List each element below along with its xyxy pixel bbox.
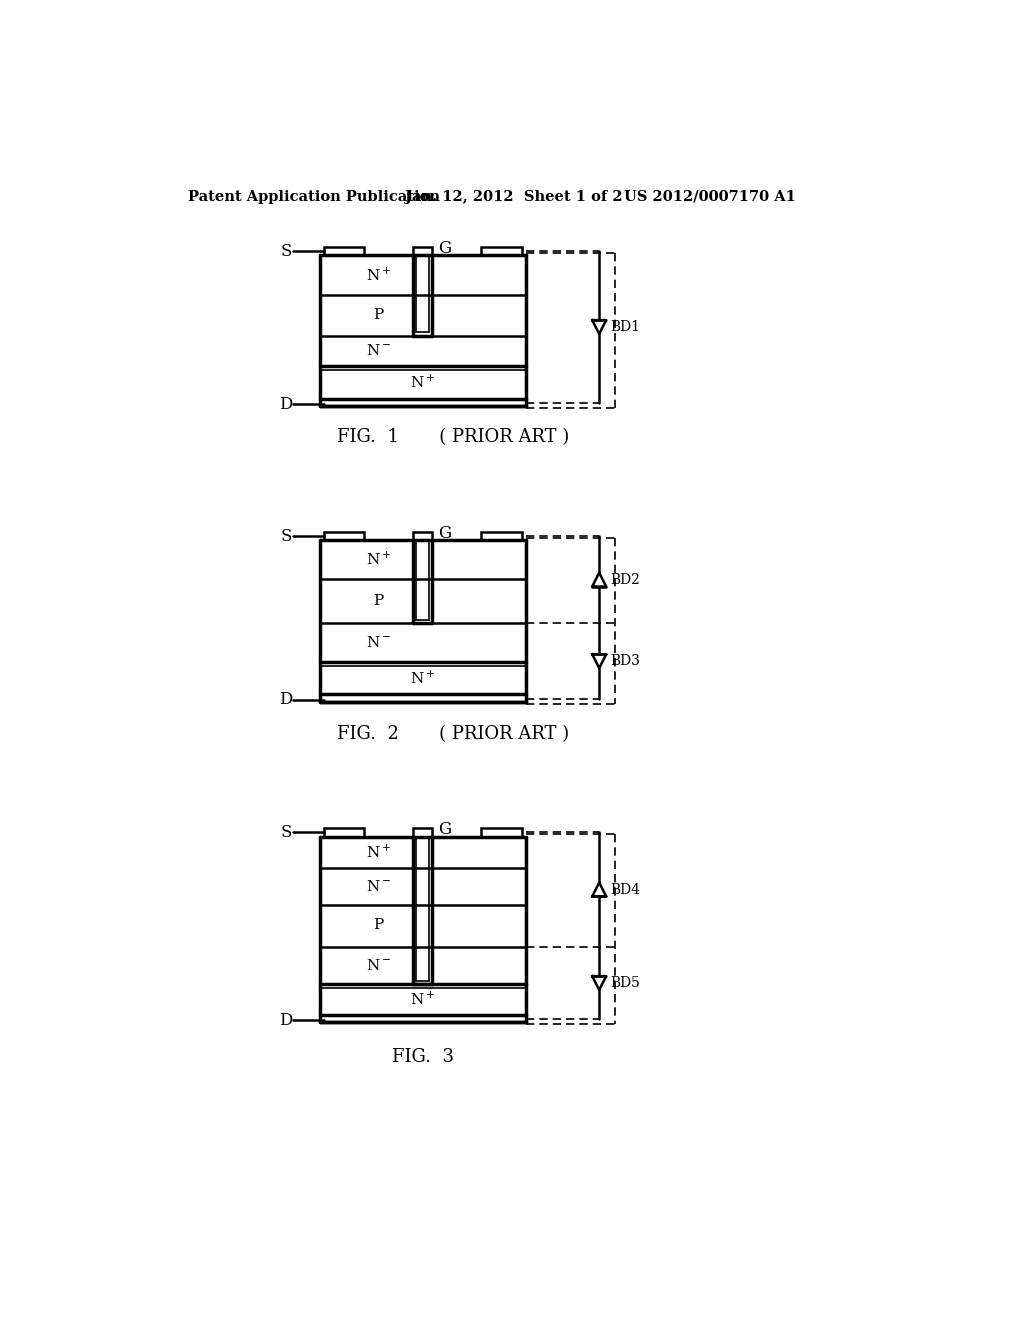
Text: P: P (373, 919, 383, 932)
Text: S: S (281, 528, 292, 545)
Text: FIG.  1       ( PRIOR ART ): FIG. 1 ( PRIOR ART ) (337, 428, 569, 446)
Bar (324, 247, 365, 256)
Text: Patent Application Publication: Patent Application Publication (188, 190, 440, 203)
Text: D: D (280, 396, 293, 413)
Text: BD5: BD5 (610, 975, 640, 990)
Bar (481, 247, 521, 256)
Text: S: S (281, 243, 292, 260)
Text: BD3: BD3 (610, 655, 640, 668)
Text: G: G (438, 240, 452, 257)
Text: N$^+$: N$^+$ (366, 267, 391, 284)
Text: BD1: BD1 (610, 319, 640, 334)
Text: P: P (373, 594, 383, 609)
Text: N$^+$: N$^+$ (410, 374, 435, 391)
Text: FIG.  3: FIG. 3 (391, 1048, 454, 1067)
Text: N$^+$: N$^+$ (410, 669, 435, 686)
Bar (481, 829, 521, 837)
Text: N$^+$: N$^+$ (366, 550, 391, 568)
Text: S: S (281, 825, 292, 841)
Text: N$^+$: N$^+$ (410, 990, 435, 1008)
Text: P: P (373, 309, 383, 322)
Text: G: G (438, 525, 452, 543)
Bar (414, 532, 432, 540)
Text: N$^-$: N$^-$ (366, 635, 391, 651)
Bar (481, 532, 521, 540)
Text: D: D (280, 692, 293, 709)
Text: US 2012/0007170 A1: US 2012/0007170 A1 (624, 190, 796, 203)
Text: N$^-$: N$^-$ (366, 879, 391, 894)
Text: FIG.  2       ( PRIOR ART ): FIG. 2 ( PRIOR ART ) (338, 726, 569, 743)
Text: BD2: BD2 (610, 573, 640, 586)
Text: BD4: BD4 (610, 883, 640, 896)
Bar (324, 829, 365, 837)
Text: N$^+$: N$^+$ (366, 843, 391, 861)
Text: G: G (438, 821, 452, 838)
Text: Jan. 12, 2012  Sheet 1 of 2: Jan. 12, 2012 Sheet 1 of 2 (406, 190, 623, 203)
Bar (414, 829, 432, 837)
Text: D: D (280, 1011, 293, 1028)
Bar (324, 532, 365, 540)
Text: N$^-$: N$^-$ (366, 343, 391, 359)
Text: N$^-$: N$^-$ (366, 958, 391, 973)
Bar (414, 247, 432, 256)
